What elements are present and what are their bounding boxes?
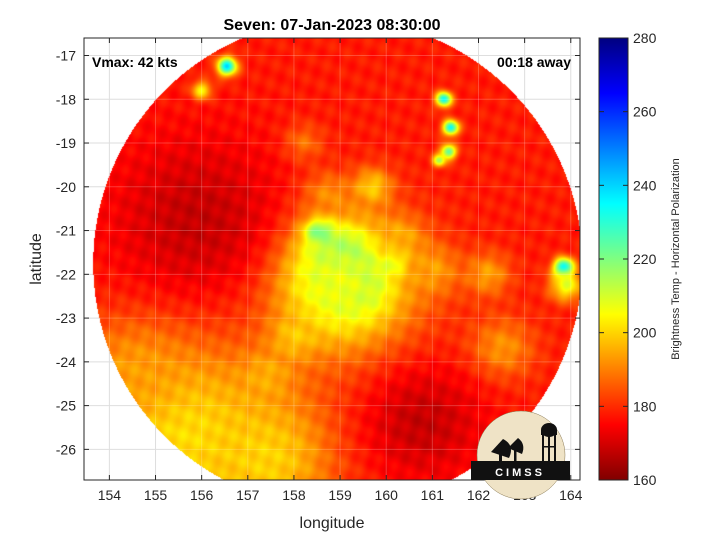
x-tick-label: 159 xyxy=(328,487,352,503)
x-tick-label: 162 xyxy=(467,487,491,503)
colorbar-tick-label: 280 xyxy=(633,30,657,46)
y-tick-label: -23 xyxy=(56,310,76,326)
x-tick-label: 164 xyxy=(559,487,583,503)
chart-title: Seven: 07-Jan-2023 08:30:00 xyxy=(223,17,440,34)
x-tick-label: 157 xyxy=(236,487,260,503)
cimss-logo: CIMSS xyxy=(471,410,570,500)
colorbar-label: Brightness Temp - Horizontal Polarizatio… xyxy=(670,158,682,360)
vmax-annotation: Vmax: 42 kts xyxy=(92,54,178,70)
colorbar-tick-label: 160 xyxy=(633,472,657,488)
y-tick-label: -21 xyxy=(56,223,76,239)
y-tick-label: -26 xyxy=(56,441,76,457)
x-axis-label: longitude xyxy=(300,515,365,532)
colorbar-tick-label: 180 xyxy=(633,398,657,414)
colorbar-tick-label: 260 xyxy=(633,104,657,120)
colorbar-ticks: 160 180 200 220 240 260 280 xyxy=(599,30,657,488)
y-tick-label: -18 xyxy=(56,91,76,107)
x-tick-label: 158 xyxy=(282,487,306,503)
y-tick-label: -19 xyxy=(56,135,76,151)
brightness-temperature-heatmap xyxy=(84,38,580,480)
y-tick-label: -24 xyxy=(56,354,76,370)
colorbar-tick-label: 200 xyxy=(633,325,657,341)
plot-area: 154155156157158159160161162163164 -17-18… xyxy=(56,37,583,503)
y-tick-label: -17 xyxy=(56,48,76,64)
colorbar: 160 180 200 220 240 260 280 Brightness Temp - … xyxy=(598,30,682,488)
y-axis-label: latitude xyxy=(28,233,45,285)
time-away-annotation: 00:18 away xyxy=(497,54,571,70)
x-tick-label: 161 xyxy=(421,487,445,503)
x-tick-label: 154 xyxy=(98,487,122,503)
x-tick-label: 156 xyxy=(190,487,214,503)
colorbar-tick-label: 240 xyxy=(633,177,657,193)
y-tick-label: -22 xyxy=(56,266,76,282)
colorbar-tick-label: 220 xyxy=(633,251,657,267)
y-axis: -17 -18 -19 -20 -21 -22 -23 -24 -25 -26 xyxy=(56,48,580,457)
y-tick-label: -20 xyxy=(56,179,76,195)
cimss-logo-text: CIMSS xyxy=(495,467,545,479)
y-tick-label: -25 xyxy=(56,398,76,414)
x-tick-label: 160 xyxy=(375,487,399,503)
plot-frame xyxy=(83,37,581,481)
x-tick-label: 155 xyxy=(144,487,168,503)
